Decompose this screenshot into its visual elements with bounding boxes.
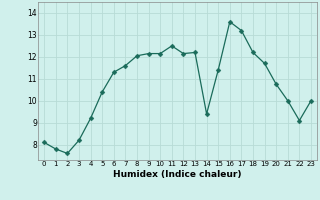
X-axis label: Humidex (Indice chaleur): Humidex (Indice chaleur): [113, 170, 242, 179]
